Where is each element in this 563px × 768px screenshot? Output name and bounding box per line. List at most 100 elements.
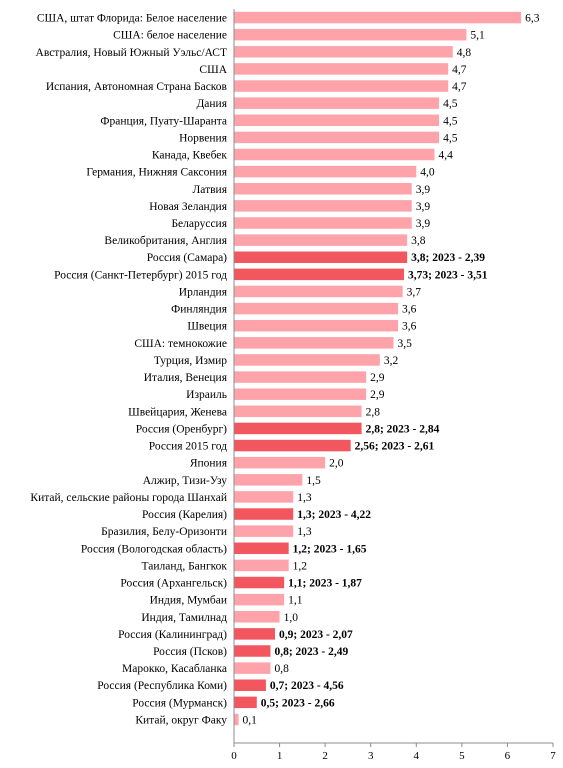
bar-row: Швейцария, Женева 2,8 [128,405,381,418]
category-label: Франция, Пуату-Шаранта [100,115,227,127]
value-label: 3,9 [416,201,431,213]
bar [234,696,257,709]
x-tick-label: 6 [505,750,511,762]
value-label: 1,3; 2023 - 4,22 [297,509,371,521]
value-label: 1,3 [297,492,312,504]
category-label: Италия, Венеция [144,372,228,384]
bar [234,662,271,674]
category-label: Новая Зеландия [149,201,227,213]
value-label: 2,56; 2023 - 2,61 [355,441,435,453]
bar [234,422,362,435]
bar [234,713,239,726]
bar [234,456,326,469]
bar [234,234,408,246]
bar [234,148,435,161]
x-tick-label: 4 [414,750,420,762]
value-label: 3,2 [384,355,399,367]
bar [234,576,285,589]
bar-row: Испания, Автономная Страна Басков 4,7 [46,80,467,93]
value-label: 2,9 [370,389,385,401]
bar-row: Марокко, Касабланка 0,8 [122,662,289,675]
x-tick-label: 7 [550,750,556,762]
value-label: 6,3 [525,13,540,25]
category-label: Беларуссия [171,218,227,230]
value-label: 2,0 [329,458,344,470]
category-label: Китай, сельские районы города Шанхай [30,492,227,504]
value-label: 1,5 [306,475,321,487]
value-label: 0,8; 2023 - 2,49 [274,646,348,658]
bar [234,542,289,555]
value-label: 1,0 [284,612,299,624]
category-label: Ирландия [179,286,228,298]
value-label: 3,8; 2023 - 2,39 [411,252,485,264]
category-label: Россия (Самара) [147,252,227,264]
bar-row: Германия, Нижняя Саксония 4,0 [86,165,435,179]
category-label: Россия 2015 год [149,441,227,453]
value-label: 1,1; 2023 - 1,87 [288,578,362,590]
bar-row: Россия (Калининград) 0,9; 2023 - 2,07 [118,628,353,641]
bar-row: Новая Зеландия 3,9 [149,200,430,213]
bar-row: Индия, Тамилнад 1,0 [141,611,298,624]
category-label: Канада, Квебек [152,150,228,162]
bar-row: Дания 4,5 [196,97,458,110]
value-label: 2,9 [370,372,385,384]
category-label: Россия (Псков) [153,646,227,658]
value-label: 3,5 [398,338,413,350]
category-label: Россия (Вологодская область) [81,543,227,555]
x-tick-label: 2 [322,750,328,762]
bar [234,439,351,452]
bar-row: Индия, Мумбаи 1,1 [150,593,303,607]
bar-row: Япония 2,0 [190,456,344,470]
category-label: Россия (Оренбург) [136,423,227,435]
x-axis: 0 1 2 3 4 5 6 7 [231,9,556,762]
bar-row: Латвия 3,9 [192,183,430,196]
bar [234,131,440,144]
x-tick-label: 0 [231,750,237,762]
bar [234,508,294,520]
category-label: Германия, Нижняя Саксония [86,167,227,179]
bar-row: Норвения 4,5 [179,131,458,144]
category-label: Швейцария, Женева [128,406,227,418]
bar [234,559,289,572]
bars-group: США, штат Флорида: Белое население 6,3 США… [30,11,540,726]
bar-row: Россия (Псков) 0,8; 2023 - 2,49 [153,645,348,658]
bar-row: Россия (Карелия) 1,3; 2023 - 4,22 [142,508,371,521]
category-label: Япония [190,458,228,470]
value-label: 1,3 [297,526,312,538]
category-label: Дания [196,98,227,110]
category-label: США: белое население [113,30,227,42]
value-label: 3,6 [402,304,417,316]
category-label: Россия (Архангельск) [120,578,227,590]
category-label: Норвения [179,132,228,144]
bar [234,200,412,212]
value-label: 3,6 [402,321,417,333]
bar-row: Израиль 2,9 [186,388,385,401]
bar-row: Франция, Пуату-Шаранта 4,5 [100,114,458,127]
value-label: 2,8; 2023 - 2,84 [366,423,440,435]
bar-row: США: темнокожие 3,5 [134,337,412,350]
bar [234,97,440,109]
category-label: Швеция [187,321,227,333]
bar-row: Россия (Архангельск) 1,1; 2023 - 1,87 [120,576,362,590]
value-label: 1,1 [288,595,303,607]
value-label: 3,9 [416,218,431,230]
category-label: Россия (Карелия) [142,509,227,521]
category-label: Израиль [186,389,227,401]
value-label: 2,8 [366,406,381,418]
bar-row: Турция, Измир 3,2 [154,354,399,367]
bar-row: Бразилия, Белу-Оризонти 1,3 [101,525,312,538]
bar-row: Таиланд, Бангкок 1,2 [141,559,307,572]
bar [234,337,394,349]
value-label: 0,1 [243,714,258,726]
bar-row: Италия, Венеция 2,9 [144,371,385,384]
category-label: Марокко, Касабланка [122,663,227,675]
bar-row: Россия (Вологодская область) 1,2; 2023 - … [81,542,367,555]
category-label: США, штат Флорида: Белое население [37,13,227,25]
bar [234,46,453,58]
x-tick-label: 1 [277,750,283,762]
value-label: 3,73; 2023 - 3,51 [408,269,488,281]
bar-row: Великобритания, Англия 3,8 [104,234,426,247]
value-label: 0,5; 2023 - 2,66 [261,697,335,709]
value-label: 4,5 [443,98,458,110]
category-label: Индия, Мумбаи [150,595,227,607]
